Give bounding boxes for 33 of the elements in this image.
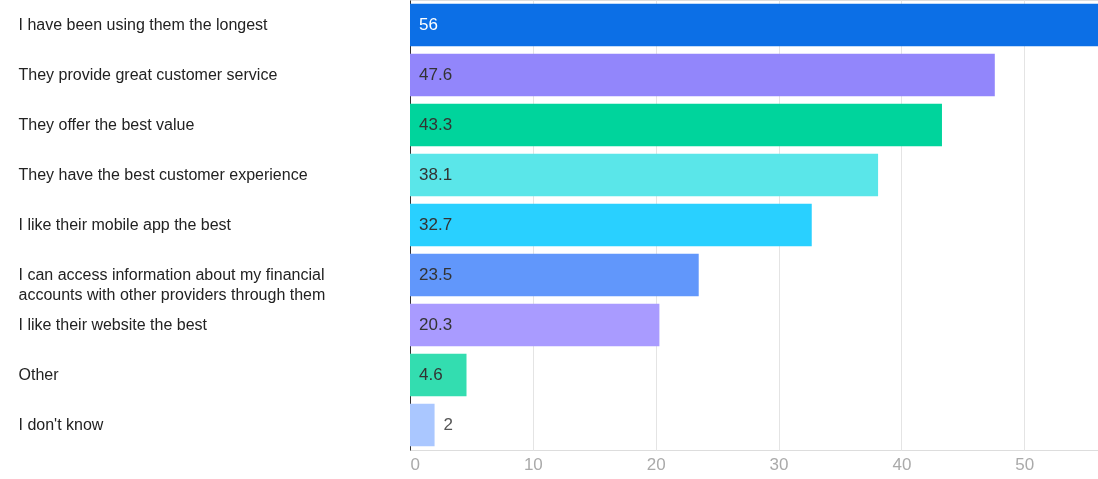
bar [410,103,942,147]
data-label: 4.6 [419,365,443,384]
data-label: 32.7 [419,215,453,234]
x-tick-label: 10 [523,454,543,474]
data-label: 56 [419,15,438,34]
x-tick-label: 0 [410,454,420,474]
x-tick-label: 40 [892,454,912,474]
y-tick-label: I can access information about my financial accounts with other providers through them [18,266,326,303]
bar [410,303,660,347]
x-tick-label: 50 [1015,454,1035,474]
bar [410,153,879,197]
data-label: 23.5 [419,265,453,284]
data-label: 2 [443,415,454,434]
y-tick-label: I like their website the best [18,316,208,333]
data-label: 43.3 [419,115,453,134]
y-tick-label: I have been using them the longest [18,16,269,33]
bar [410,403,435,447]
x-tick-label: 30 [769,454,789,474]
data-label: 47.6 [419,65,453,84]
bar [410,3,1098,47]
y-tick-label: They offer the best value [18,116,195,133]
y-tick-label: They provide great customer service [18,66,278,83]
x-tick-label: 20 [646,454,666,474]
bar [410,203,812,247]
data-label: 20.3 [419,315,453,334]
bar [410,353,467,397]
bar [410,53,995,97]
data-label: 38.1 [419,165,453,184]
bar [410,253,699,297]
y-tick-label: I like their mobile app the best [18,216,232,233]
y-tick-label: They have the best customer experience [18,166,308,183]
y-tick-label: I don't know [18,416,104,433]
y-tick-label: Other [18,366,60,383]
